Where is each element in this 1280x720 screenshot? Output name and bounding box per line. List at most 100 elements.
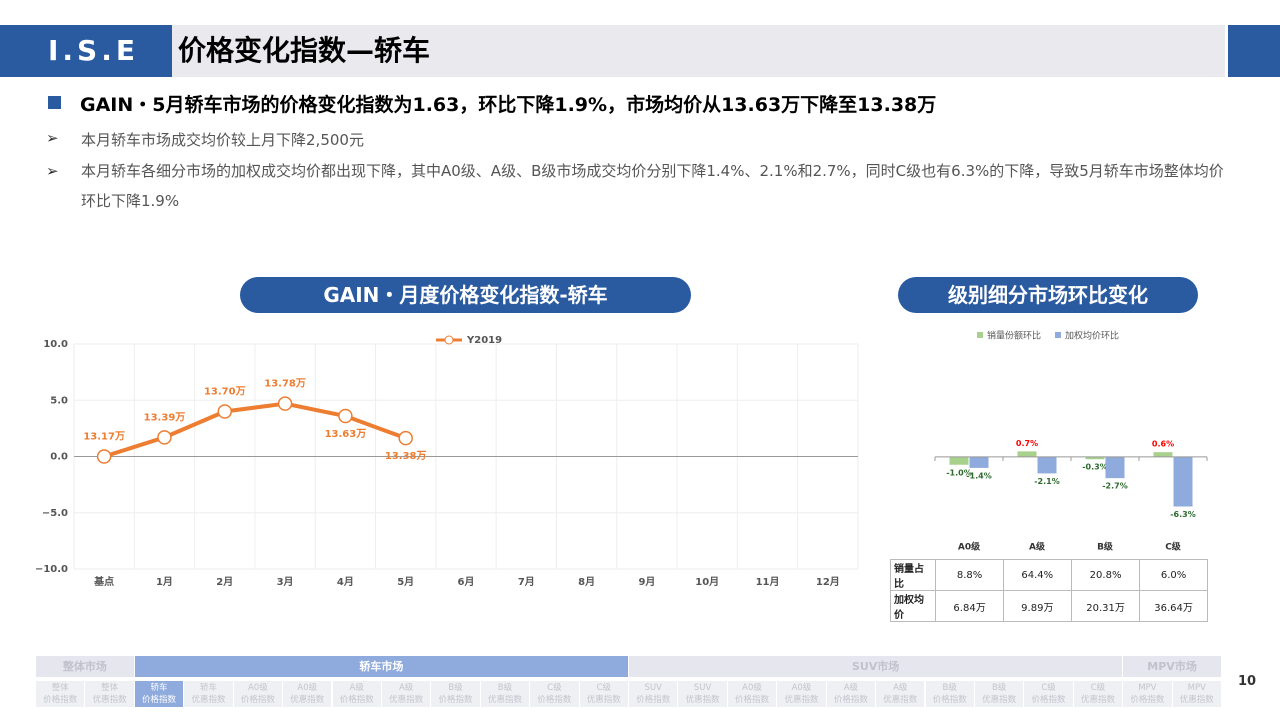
arrow: ➢ — [46, 129, 59, 147]
nav-item-text: 价格指数 — [142, 695, 177, 705]
x-tick-label: 10月 — [695, 576, 719, 588]
x-tick-label: A级 — [1029, 541, 1046, 553]
nav-item[interactable]: C级 价格指数 — [1024, 681, 1074, 707]
x-tick-label: 11月 — [756, 576, 780, 588]
bar — [1085, 456, 1105, 460]
nav-item[interactable]: A0级 价格指数 — [233, 681, 284, 707]
nav-item-text: A0级 — [791, 683, 812, 693]
x-tick-label: 9月 — [638, 576, 655, 588]
y-tick-label: 10.0 — [43, 339, 68, 350]
table-cell: 20.8% — [1070, 559, 1141, 591]
nav-item[interactable]: A级 价格指数 — [332, 681, 382, 707]
table-cell: 9.89万 — [1002, 590, 1072, 622]
nav-item[interactable]: A级 价格指数 — [826, 681, 877, 707]
point-label: 13.70万 — [204, 386, 246, 398]
nav-item-text: B级 — [942, 683, 957, 693]
nav-item[interactable]: SUV 优惠指数 — [678, 681, 728, 707]
table-row: 销量占比 8.8% 64.4% 20.8% 6.0% — [889, 559, 1208, 591]
nav-item[interactable]: 轿车 优惠指数 — [184, 681, 234, 707]
nav-item-text: MPV — [1187, 683, 1206, 693]
data-table: 销量占比 8.8% 64.4% 20.8% 6.0% 加权均价 6.84万 9.89万 20.3… — [889, 559, 1208, 622]
logo: I.S.E — [48, 34, 139, 67]
nav-item-text: 价格指数 — [1031, 695, 1066, 705]
x-tick-label: 12月 — [816, 576, 840, 588]
nav-item[interactable]: A级 优惠指数 — [876, 681, 926, 707]
nav-item[interactable]: A0级优惠指数 — [283, 681, 333, 707]
legend-swatch — [977, 332, 983, 338]
x-tick-label: 2月 — [216, 576, 233, 588]
nav-item[interactable]: A0级优惠指数 — [777, 681, 827, 707]
nav-item-text: 整体 — [51, 683, 69, 693]
nav-group[interactable]: MPV市场 — [1123, 656, 1222, 677]
legend-label: 加权均价环比 — [1065, 330, 1119, 342]
value-label: -0.3% — [1082, 463, 1108, 472]
nav-item-text: 价格指数 — [636, 695, 671, 705]
bar — [1153, 452, 1173, 457]
point — [157, 430, 172, 445]
bar — [1105, 456, 1125, 479]
nav-item[interactable]: B级价格指数 — [431, 681, 481, 707]
nav-item-text: 优惠指数 — [290, 695, 325, 705]
bullet-square — [48, 96, 61, 109]
nav-item-text: 优惠指数 — [586, 695, 621, 705]
nav-item[interactable]: 轿车 价格指数 — [134, 681, 185, 707]
point-label: 13.17万 — [83, 431, 125, 443]
nav-group[interactable]: SUV市场 — [629, 656, 1124, 677]
x-tick-label: 3月 — [277, 576, 294, 588]
arrow: ➢ — [46, 162, 59, 180]
nav-item-text: C级 — [1090, 683, 1106, 693]
nav-item[interactable]: B级 价格指数 — [925, 681, 975, 707]
y-tick-label: −5.0 — [42, 508, 68, 519]
nav-item[interactable]: A级 优惠指数 — [381, 681, 432, 707]
nav-item-text: 价格指数 — [438, 695, 473, 705]
nav-item-text: 价格指数 — [537, 695, 572, 705]
nav-item[interactable]: MPV 优惠指数 — [1172, 681, 1222, 707]
nav-item[interactable]: 整体 优惠指数 — [85, 681, 135, 707]
nav-item-text: B级 — [448, 683, 463, 693]
value-label: -6.3% — [1170, 510, 1196, 519]
nav-item[interactable]: MPV 价格指数 — [1123, 681, 1173, 707]
point-label: 13.63万 — [325, 428, 367, 440]
point-label: 13.38万 — [385, 450, 427, 462]
nav-item-text: 优惠指数 — [487, 695, 522, 705]
nav-item-text: A级 — [843, 683, 859, 693]
nav-item[interactable]: C级价格指数 — [530, 681, 580, 707]
nav-item[interactable]: C级 优惠指数 — [1073, 681, 1124, 707]
nav-item[interactable]: 整体 价格指数 — [36, 681, 86, 707]
nav-item[interactable]: SUV 价格指数 — [629, 681, 679, 707]
x-tick-label: 1月 — [156, 576, 173, 588]
nav-item[interactable]: B级 优惠指数 — [480, 681, 531, 707]
nav-item[interactable]: B级 优惠指数 — [974, 681, 1025, 707]
legend-swatch — [1055, 332, 1061, 338]
nav-item-text: 优惠指数 — [784, 695, 819, 705]
nav-group[interactable]: 整体市场 — [36, 656, 135, 677]
y-tick-label: 0.0 — [50, 452, 68, 463]
nav-item-text: 整体 — [101, 683, 119, 693]
value-label: 0.6% — [1152, 440, 1174, 449]
point — [96, 449, 112, 464]
page-title: 价格变化指数—轿车 — [178, 34, 431, 67]
nav-item[interactable]: C级 优惠指数 — [579, 681, 629, 707]
row-header: 销量占比 — [889, 559, 937, 591]
bar — [969, 456, 989, 468]
nav-item[interactable]: A0级 价格指数 — [727, 681, 778, 707]
nav-group[interactable]: 轿车市场 — [134, 656, 629, 677]
legend-marker — [444, 335, 454, 345]
nav-item-text: C级 — [547, 683, 562, 693]
nav-item-text: A0级 — [742, 683, 762, 693]
table-row: 加权均价 6.84万 9.89万 20.31万 36.64万 — [889, 590, 1208, 622]
table-cell: 20.31万 — [1070, 590, 1141, 622]
corner-block — [1228, 25, 1280, 77]
nav-item-text: A级 — [398, 683, 414, 693]
nav-item-text: A0级 — [297, 683, 318, 693]
point — [398, 430, 413, 446]
bar — [949, 456, 969, 465]
nav-item-text: A级 — [349, 683, 364, 693]
nav-item-text: 优惠指数 — [191, 695, 226, 705]
point-label: 13.78万 — [264, 378, 306, 390]
table-cell: 36.64万 — [1139, 590, 1208, 622]
value-label: -1.0% — [946, 468, 972, 477]
nav-item-text: 优惠指数 — [982, 695, 1017, 705]
